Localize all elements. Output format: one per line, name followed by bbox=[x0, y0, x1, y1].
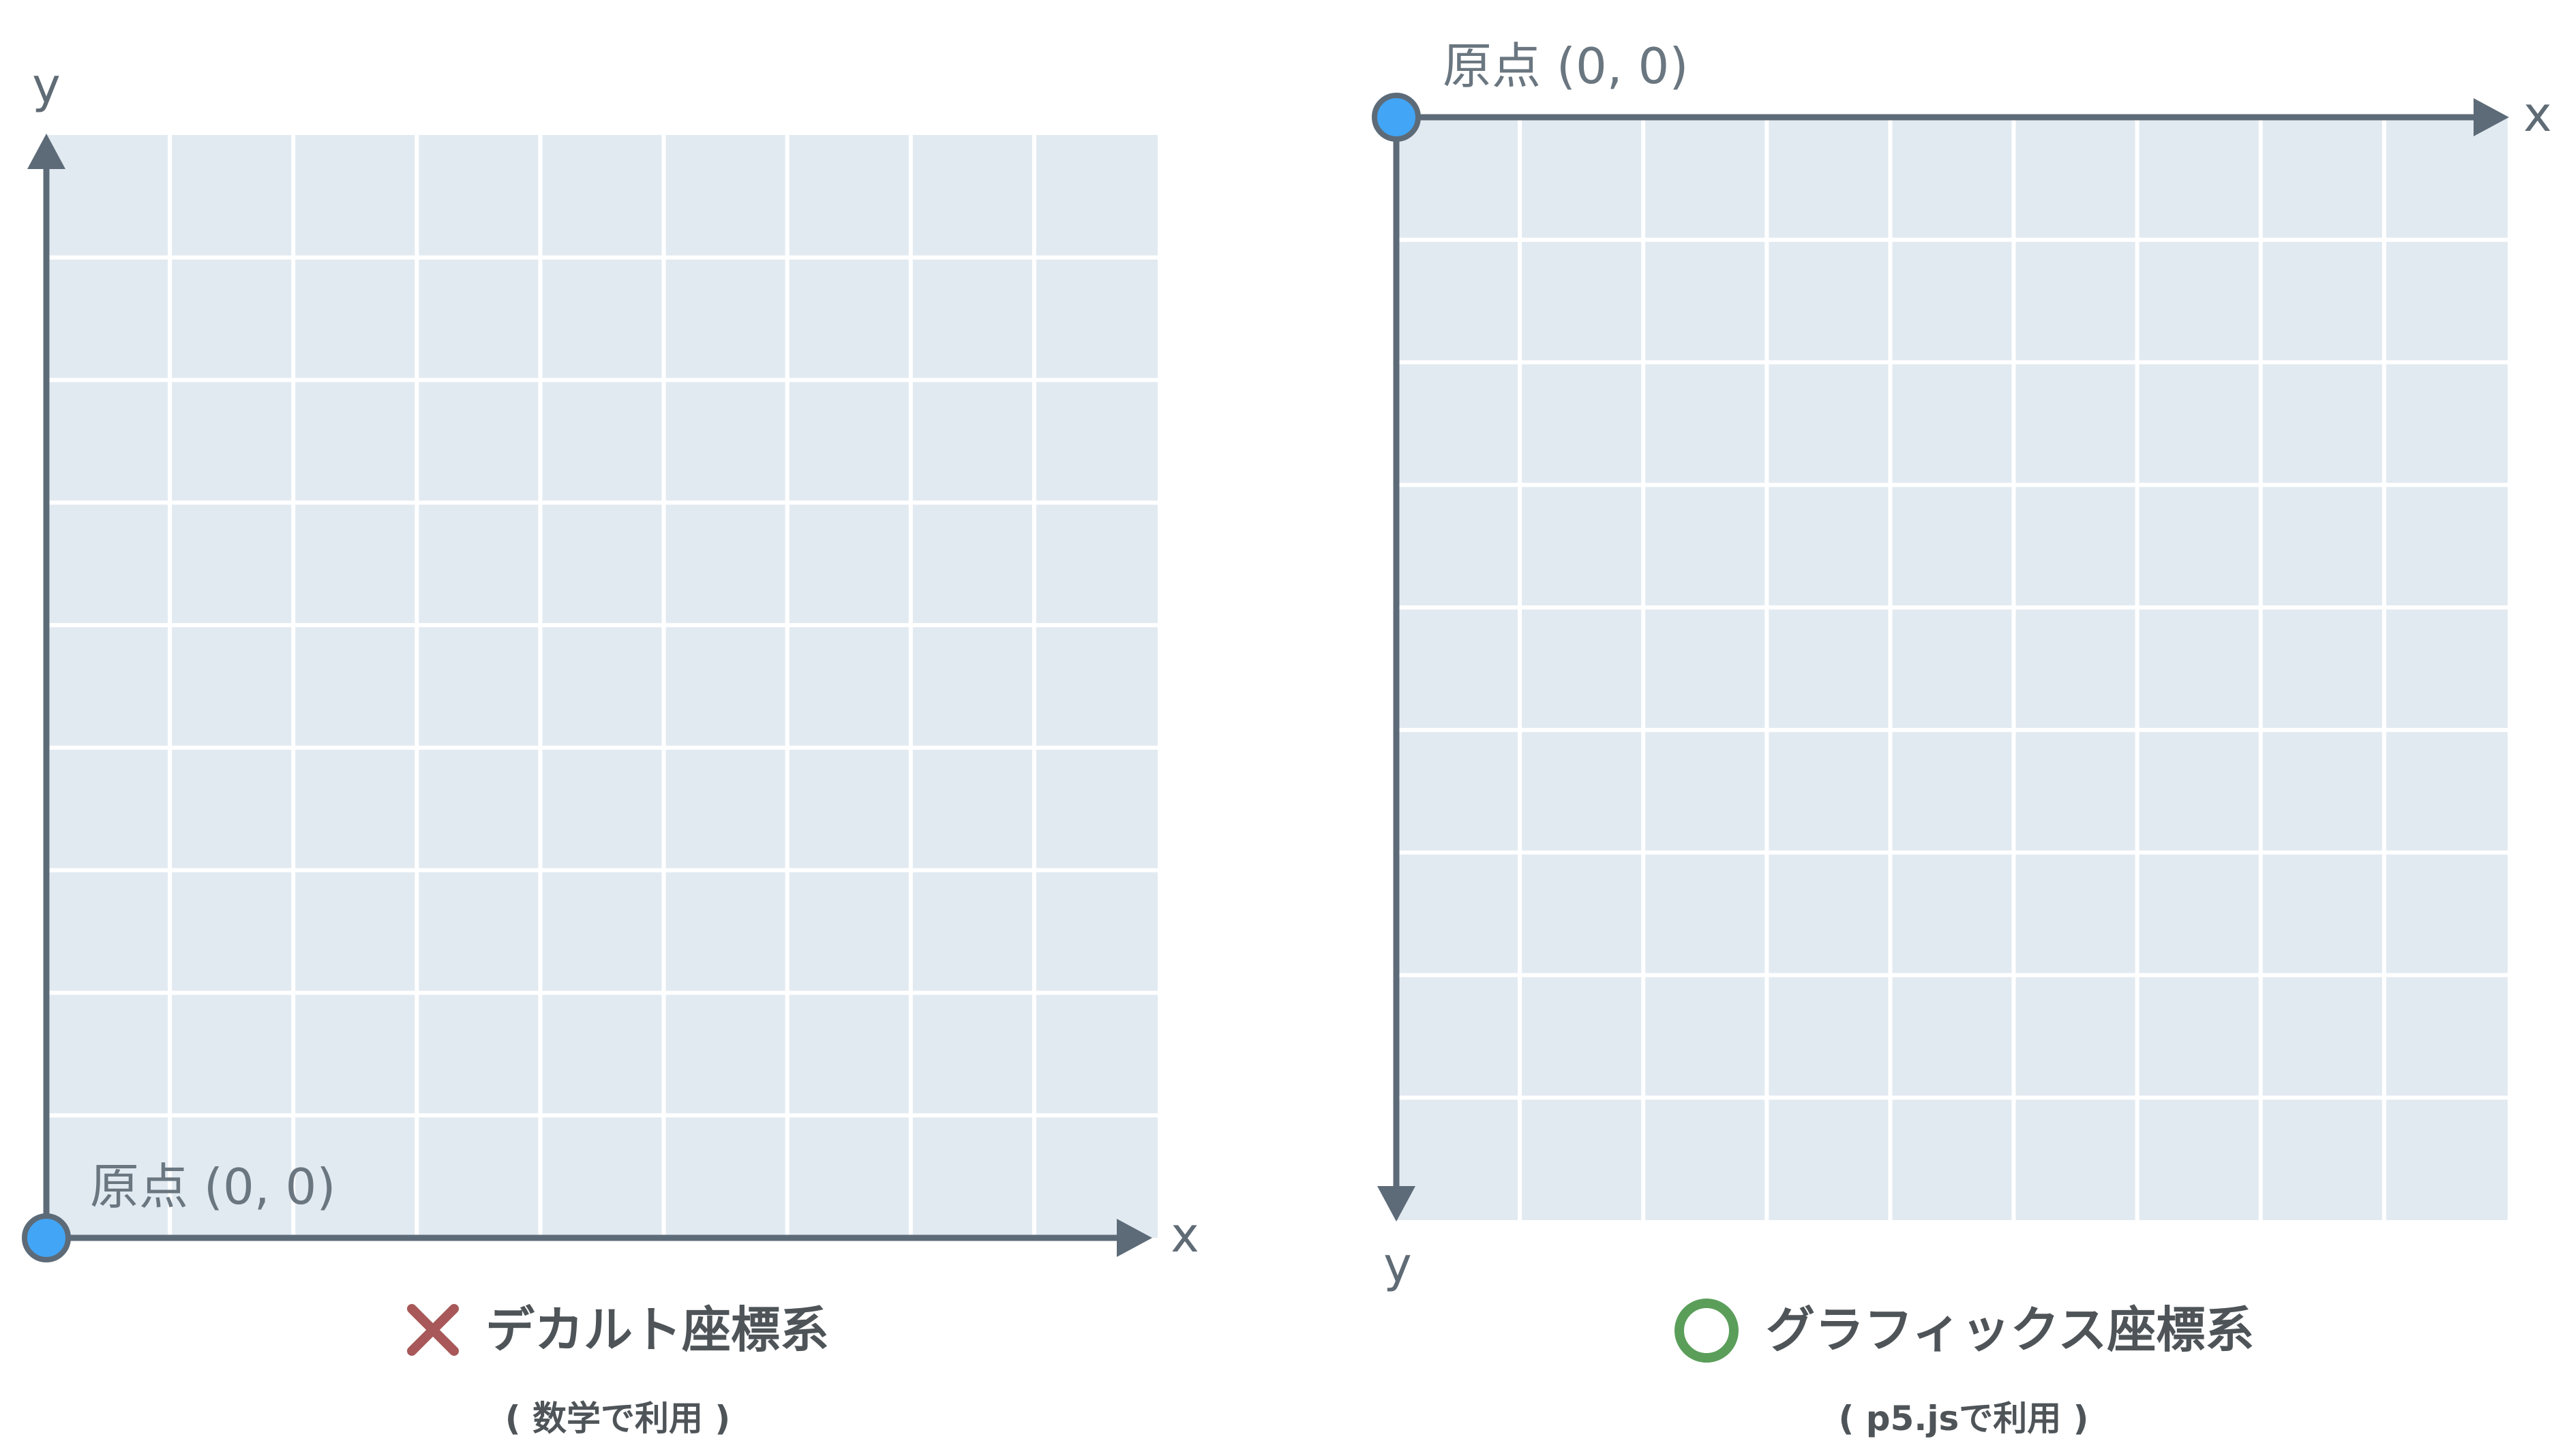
graphics-y-axis-label: y bbox=[1383, 1237, 1411, 1293]
cartesian-grid bbox=[46, 135, 1158, 1238]
cartesian-origin-dot bbox=[22, 1213, 71, 1262]
cartesian-panel: y x 原点 (0, 0) デカルト座標系 ( 数学で利用 ) bbox=[22, 58, 1199, 1438]
cross-icon bbox=[407, 1304, 459, 1356]
cartesian-x-axis-label: x bbox=[1171, 1207, 1199, 1263]
cartesian-caption-subtitle: ( 数学で利用 ) bbox=[505, 1399, 731, 1438]
graphics-caption-title: グラフィックス座標系 bbox=[1766, 1301, 2254, 1359]
cartesian-grid-background bbox=[46, 135, 1158, 1238]
cartesian-origin-label: 原点 (0, 0) bbox=[90, 1158, 335, 1215]
graphics-grid-background bbox=[1396, 117, 2508, 1220]
graphics-panel: x y 原点 (0, 0) グラフィックス座標系 ( p5.jsで利用 ) bbox=[1372, 37, 2552, 1438]
graphics-x-arrowhead bbox=[2474, 98, 2509, 136]
circle-icon bbox=[1674, 1299, 1739, 1363]
graphics-grid-lines bbox=[1396, 117, 2508, 1220]
graphics-origin-label: 原点 (0, 0) bbox=[1443, 37, 1688, 95]
cartesian-x-arrowhead bbox=[1117, 1219, 1152, 1257]
cartesian-grid-lines bbox=[46, 135, 1158, 1238]
cartesian-y-axis-label: y bbox=[32, 58, 60, 114]
graphics-origin-dot bbox=[1372, 93, 1421, 142]
graphics-grid bbox=[1396, 117, 2508, 1220]
graphics-caption-subtitle: ( p5.jsで利用 ) bbox=[1839, 1399, 2089, 1438]
graphics-y-arrowhead bbox=[1377, 1186, 1415, 1222]
cartesian-y-arrowhead bbox=[27, 134, 65, 169]
graphics-x-axis-label: x bbox=[2523, 87, 2551, 142]
cartesian-caption-title: デカルト座標系 bbox=[485, 1301, 829, 1359]
